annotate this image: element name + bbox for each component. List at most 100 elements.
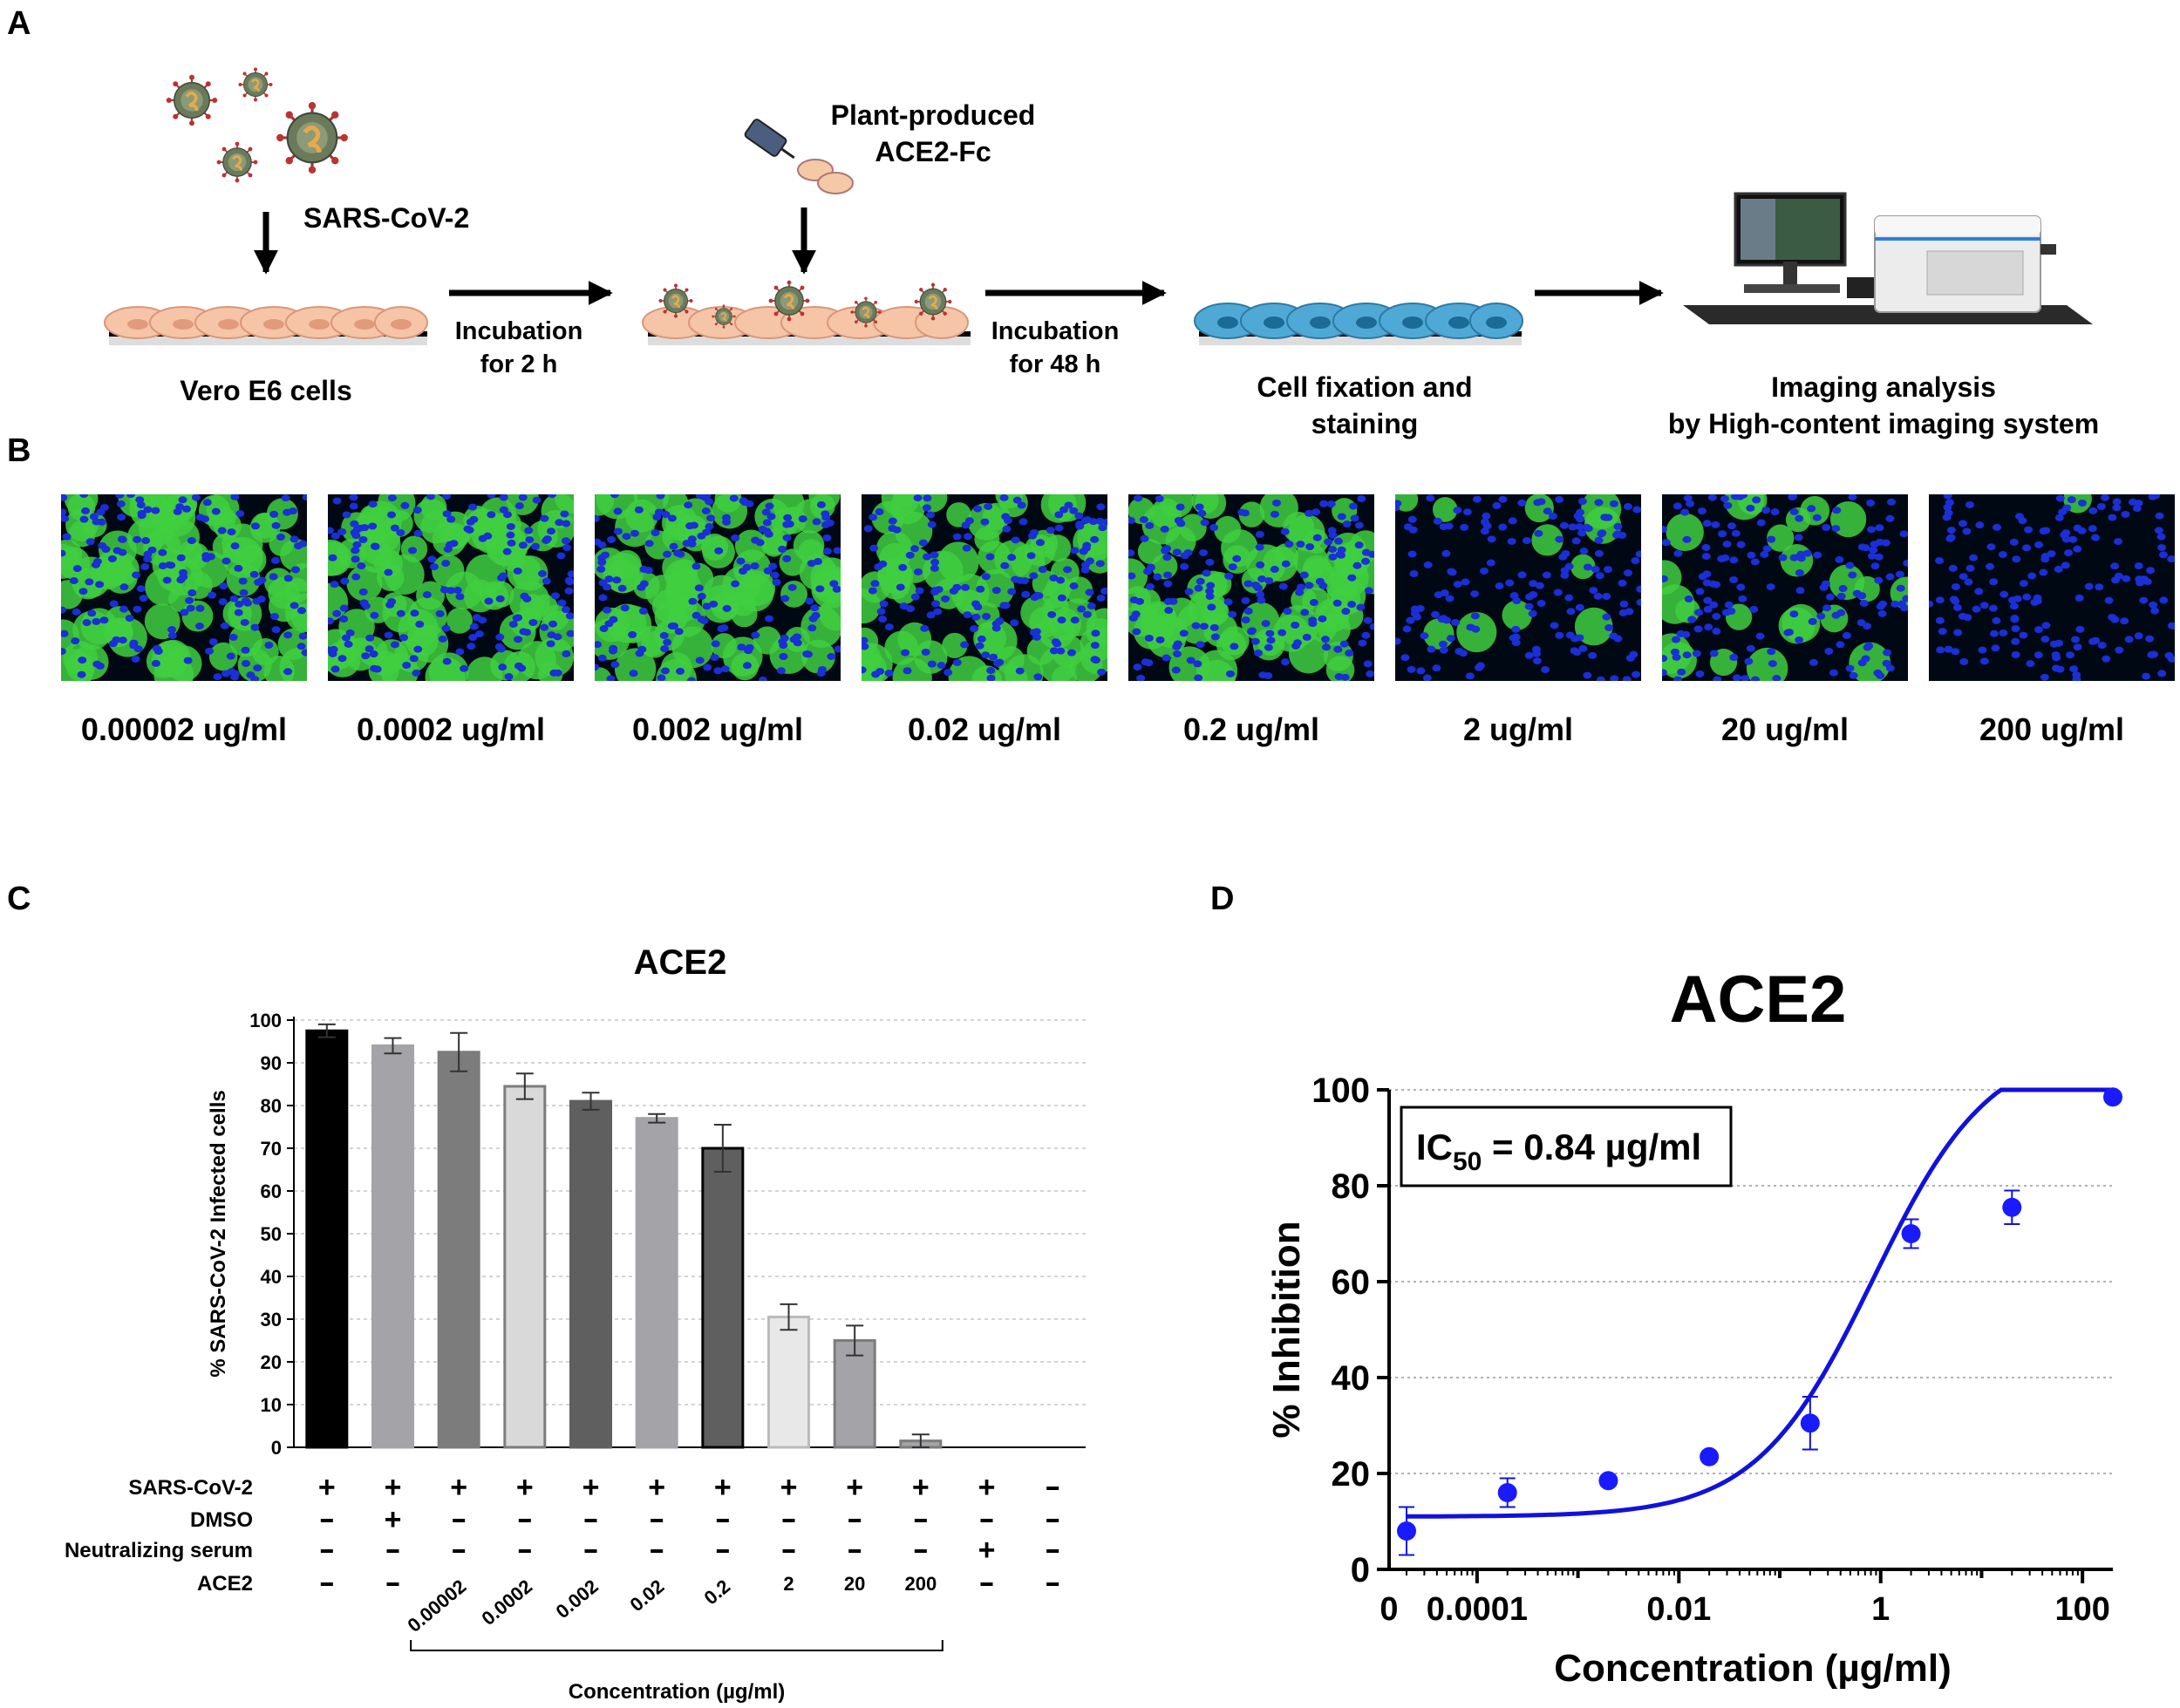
bar-chart: ACE2 0 10 20 30 40 50 60 70 80 90 100 % SARS-CoV-2 I… (65, 943, 1086, 1704)
plus-sign: + (516, 1471, 534, 1504)
incubation-1-label: Incubation for 2 h (427, 316, 610, 381)
panel-label-c: C (7, 881, 31, 917)
y-tick-label: 40 (1332, 1359, 1371, 1398)
concentration-label: 200 ug/ml (1979, 711, 2125, 747)
y-tick-label: 0 (271, 1437, 282, 1459)
x-tick-label: 0 (1380, 1591, 1398, 1628)
plus-sign: + (978, 1471, 996, 1504)
y-axis-label: % Inhibition (1265, 1221, 1308, 1438)
drug-line1: Plant-produced (830, 99, 1036, 131)
minus-sign (848, 1519, 862, 1522)
y-axis-label: % SARS-CoV-2 Infected cells (207, 1090, 230, 1377)
condition-row-label: SARS-CoV-2 (128, 1476, 253, 1500)
plus-sign: + (846, 1471, 863, 1504)
cell-layer-3 (1194, 303, 1523, 345)
minus-sign (651, 1519, 664, 1522)
y-tick-label: 60 (1332, 1263, 1371, 1302)
incubation-1-line2: for 2 h (480, 350, 558, 378)
data-point (1497, 1483, 1517, 1502)
minus-sign (453, 1519, 466, 1522)
minus-sign (914, 1549, 927, 1553)
plus-sign: + (582, 1471, 600, 1504)
concentration-tick: 0.002 (551, 1575, 602, 1623)
y-tick-label: 0 (1351, 1551, 1370, 1589)
minus-sign (914, 1519, 927, 1522)
microscopy-image (1929, 494, 2175, 681)
minus-sign (848, 1549, 862, 1553)
bar (635, 1117, 678, 1449)
ic50-annotation: IC50 = 0.84 µg/ml (1416, 1126, 1701, 1176)
minus-sign (716, 1549, 729, 1553)
minus-sign (716, 1519, 729, 1522)
x-tick-label: 0.0001 (1427, 1591, 1528, 1628)
minus-sign (320, 1519, 333, 1522)
y-tick-label: 90 (261, 1052, 282, 1074)
condition-row-label: ACE2 (197, 1572, 253, 1596)
fixation-line2: staining (1311, 407, 1419, 439)
concentration-tick: 0.00002 (403, 1575, 470, 1637)
imaging-label: Imaging analysis by High-content imaging… (1639, 370, 2128, 442)
y-tick-label: 50 (261, 1223, 282, 1245)
bar (701, 1147, 745, 1449)
x-tick-label: 0.01 (1646, 1591, 1711, 1628)
condition-row-label: Neutralizing serum (65, 1539, 253, 1562)
drug-label: Plant-produced ACE2-Fc (798, 98, 1068, 170)
concentration-label: 0.002 ug/ml (631, 711, 804, 747)
bar (371, 1044, 414, 1449)
incubation-2-line2: for 48 h (1009, 350, 1101, 378)
panel-label-d: D (1210, 881, 1235, 917)
cells-label: Vero E6 cells (180, 375, 352, 406)
concentration-label: 20 ug/ml (1720, 711, 1850, 747)
bar (503, 1085, 547, 1449)
minus-sign (584, 1549, 597, 1553)
data-point (2002, 1197, 2022, 1217)
bar (305, 1029, 349, 1449)
y-tick-label: 100 (1311, 1072, 1370, 1110)
incubation-1-line1: Incubation (454, 317, 583, 345)
y-tick-label: 80 (1332, 1167, 1371, 1206)
data-point (2103, 1087, 2122, 1107)
microscopy-image (328, 494, 574, 681)
y-tick-label: 100 (249, 1010, 282, 1031)
concentration-label: 0.2 ug/ml (1182, 711, 1320, 747)
y-tick-label: 70 (261, 1138, 282, 1160)
y-tick-label: 60 (261, 1181, 282, 1202)
y-tick-label: 10 (261, 1394, 282, 1416)
minus-sign (1046, 1487, 1059, 1490)
concentration-tick: 20 (844, 1573, 865, 1595)
plus-sign: + (780, 1471, 798, 1504)
dose-response-chart: ACE2 0 20 40 60 80 100 0 0.0001 0.01 1 100 Concentra… (1265, 963, 2122, 1690)
plus-sign: + (385, 1471, 402, 1504)
minus-sign (651, 1549, 664, 1553)
minus-sign (1046, 1549, 1059, 1553)
microscopy-image (1662, 494, 1908, 681)
minus-sign (782, 1519, 795, 1522)
plus-sign: + (385, 1503, 402, 1536)
data-point (1800, 1413, 1820, 1433)
y-tick-label: 20 (261, 1351, 282, 1373)
concentration-tick: 200 (904, 1573, 937, 1595)
concentration-label: 2 ug/ml (1462, 711, 1574, 747)
bar (833, 1339, 876, 1449)
chart-title: ACE2 (634, 943, 727, 982)
plus-sign: + (450, 1471, 467, 1504)
y-tick-label: 80 (261, 1095, 282, 1117)
microscopy-image (1128, 494, 1374, 681)
incubation-2-label: Incubation for 48 h (968, 316, 1142, 381)
chart-title: ACE2 (1670, 963, 1847, 1037)
microscopy-image (862, 494, 1107, 681)
concentration-tick: 0.0002 (477, 1575, 536, 1630)
fit-curve (1407, 1087, 2113, 1519)
x-axis-label: Concentration (µg/ml) (1554, 1647, 1952, 1690)
plus-sign: + (978, 1534, 996, 1567)
data-point (1901, 1224, 1921, 1243)
concentration-label: 0.00002 ug/ml (80, 711, 288, 747)
minus-sign (1046, 1582, 1059, 1586)
bar (767, 1316, 810, 1449)
minus-sign (453, 1549, 466, 1553)
fixation-label: Cell fixation and staining (1221, 370, 1509, 442)
x-tick-label: 100 (2054, 1591, 2109, 1628)
virus-icon (164, 66, 348, 184)
imaging-line1: Imaging analysis (1771, 371, 1996, 403)
cell-layer-1 (104, 306, 428, 345)
